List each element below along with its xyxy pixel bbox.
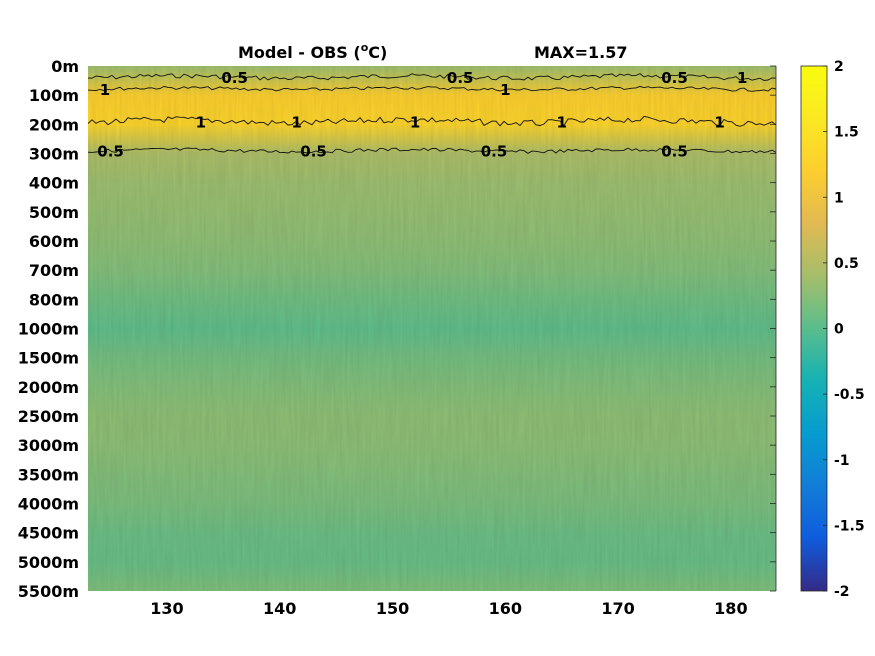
contour-label: 0.5: [221, 69, 248, 87]
x-axis: 130 140 150 160 170 180: [150, 599, 747, 618]
y-tick-label: 1500m: [18, 349, 79, 368]
plot-area: 0.5 0.5 0.5 1 1 1 1 1 1 1 1 0.5 0.5 0.5 0.5: [87, 66, 777, 591]
y-tick-label: 100m: [29, 86, 79, 105]
y-tick-label: 0m: [51, 57, 79, 76]
title: Model - OBS (oC) MAX=1.57: [238, 41, 628, 62]
contour-label: 0.5: [481, 143, 508, 161]
contour-label: 1: [196, 113, 206, 131]
contour-label: 0.5: [97, 143, 124, 161]
title-superscript: o: [361, 41, 369, 54]
y-tick-label: 4000m: [18, 495, 79, 514]
y-tick-label: 300m: [29, 145, 79, 164]
contour-label: 0.5: [661, 69, 688, 87]
colorbar-tick-label: -0.5: [834, 387, 865, 403]
contour-labels: 0.5 0.5 0.5 1 1 1 1 1 1 1 1 0.5 0.5 0.5 0.5: [97, 69, 747, 160]
contour-label: 0.5: [447, 69, 474, 87]
y-tick-label: 3000m: [18, 436, 79, 455]
colorbar-tick-label: -2: [834, 584, 850, 600]
y-tick-label: 5500m: [18, 582, 79, 601]
contour-label: 1: [737, 69, 747, 87]
contour-label: 1: [410, 113, 420, 131]
y-tick-label: 800m: [29, 290, 79, 309]
y-tick-label: 5000m: [18, 553, 79, 572]
title-text: Model - OBS (: [238, 43, 361, 62]
contour-label: 1: [556, 113, 566, 131]
y-tick-label: 600m: [29, 232, 79, 251]
colorbar-tick-label: 1: [834, 190, 844, 206]
x-tick-label: 180: [714, 599, 747, 618]
colorbar-tick-label: 1.5: [834, 125, 859, 141]
contour-label: 1: [100, 81, 110, 99]
y-tick-label: 4500m: [18, 524, 79, 543]
y-tick-label: 2000m: [18, 378, 79, 397]
svg-text:Model - OBS (oC): Model - OBS (oC): [238, 41, 387, 62]
contour-label: 1: [291, 113, 301, 131]
y-tick-label: 700m: [29, 261, 79, 280]
x-tick-label: 160: [489, 599, 522, 618]
y-tick-label: 1000m: [18, 320, 79, 339]
contour-lines: [87, 73, 777, 154]
colorbar-tick-label: -1: [834, 453, 850, 469]
y-tick-label: 400m: [29, 174, 79, 193]
colorbar-ticks: 2 1.5 1 0.5 0 -0.5 -1 -1.5 -2: [823, 59, 865, 600]
contour-line-core-bottom: [87, 115, 777, 127]
colorbar-tick-label: 0.5: [834, 256, 859, 272]
max-label: MAX=1.57: [534, 43, 628, 62]
x-tick-label: 130: [150, 599, 183, 618]
contour-line-core-top: [87, 85, 777, 92]
colorbar-tick-label: 2: [834, 59, 844, 75]
colorbar-tick-label: 0: [834, 322, 844, 338]
contour-label: 0.5: [661, 143, 688, 161]
colorbar-fill: [800, 65, 828, 592]
colorbar: 2 1.5 1 0.5 0 -0.5 -1 -1.5 -2: [800, 59, 865, 600]
contour-label: 0.5: [300, 143, 327, 161]
y-axis: 0m 100m 200m 300m 400m 500m 600m 700m 800m 1000m 1…: [18, 57, 777, 601]
x-tick-label: 170: [601, 599, 634, 618]
contour-line-upper: [87, 73, 777, 81]
y-tick-label: 200m: [29, 115, 79, 134]
contour-label: 1: [500, 81, 510, 99]
contour-line-lower: [87, 147, 777, 154]
y-tick-label: 2500m: [18, 407, 79, 426]
y-tick-label: 500m: [29, 203, 79, 222]
colorbar-tick-label: -1.5: [834, 518, 865, 534]
heatmap-texture: [88, 66, 776, 591]
title-unit: C): [368, 43, 387, 62]
x-tick-label: 140: [263, 599, 296, 618]
x-tick-label: 150: [376, 599, 409, 618]
contour-label: 1: [714, 113, 724, 131]
y-tick-label: 3500m: [18, 465, 79, 484]
